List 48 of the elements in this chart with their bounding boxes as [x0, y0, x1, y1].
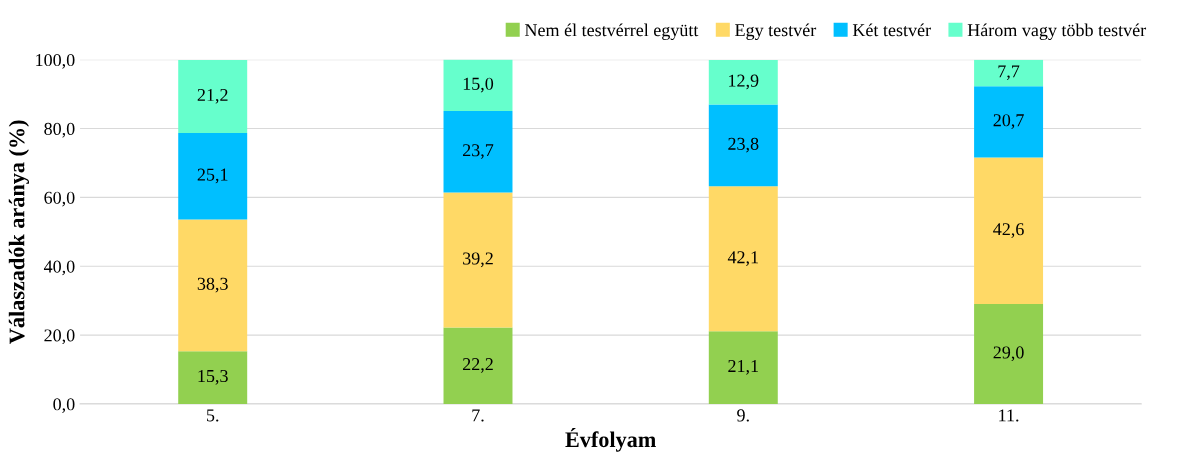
- text: 21,1: [728, 359, 759, 375]
- x-tick-label: 9.: [737, 409, 749, 422]
- legend-label: Két testvér: [852, 23, 931, 37]
- text: 12,9: [729, 74, 759, 90]
- bar: [974, 59, 1044, 87]
- bar: [974, 304, 1044, 404]
- y-tick-label: 60,0: [44, 191, 75, 207]
- bar: [708, 186, 778, 332]
- bar: [178, 60, 248, 133]
- text: 21,2: [197, 88, 228, 104]
- text: 7,7: [998, 65, 1020, 81]
- bar: [974, 157, 1044, 305]
- x-tick-label: 7.: [472, 409, 484, 422]
- text: 15,3: [198, 369, 228, 385]
- text: 22,2: [462, 358, 493, 373]
- x-tick-label: 5.: [206, 409, 219, 422]
- bar: [178, 133, 248, 220]
- text: 42,1: [727, 251, 759, 266]
- bar: [443, 192, 513, 328]
- y-tick-label: 0,0: [53, 398, 75, 413]
- y-tick-label: 80,0: [44, 122, 75, 138]
- y-tick-label: 100,0: [36, 53, 75, 69]
- bar: [443, 59, 513, 111]
- text: 42,6: [993, 223, 1024, 238]
- text: 23,8: [728, 137, 759, 153]
- text: 23,7: [462, 144, 494, 159]
- text: 39,2: [463, 252, 493, 268]
- bar: [708, 104, 778, 187]
- y-tick-label: 40,0: [43, 260, 75, 276]
- y-axis-title: Válaszadók aránya (%): [8, 120, 30, 344]
- bar: [708, 60, 778, 105]
- legend-label: Három vagy több testvér: [967, 23, 1147, 40]
- bar: [178, 219, 248, 352]
- text: 20,7: [993, 114, 1024, 129]
- text: 25,1: [197, 168, 228, 184]
- text: 15,0: [463, 77, 494, 93]
- bar: [178, 351, 248, 404]
- bar: [443, 327, 513, 404]
- legend-label: Nem él testvérrel együtt: [524, 23, 699, 40]
- legend-label: Egy testvér: [735, 23, 817, 40]
- bar: [443, 110, 513, 193]
- bar: [708, 331, 778, 404]
- y-tick-label: 20,0: [44, 329, 75, 345]
- text: 38,3: [197, 277, 228, 293]
- x-axis-title: Évfolyam: [565, 427, 656, 452]
- text: 29,0: [993, 346, 1024, 362]
- bar: [974, 86, 1044, 158]
- x-tick-label: 11.: [999, 409, 1019, 422]
